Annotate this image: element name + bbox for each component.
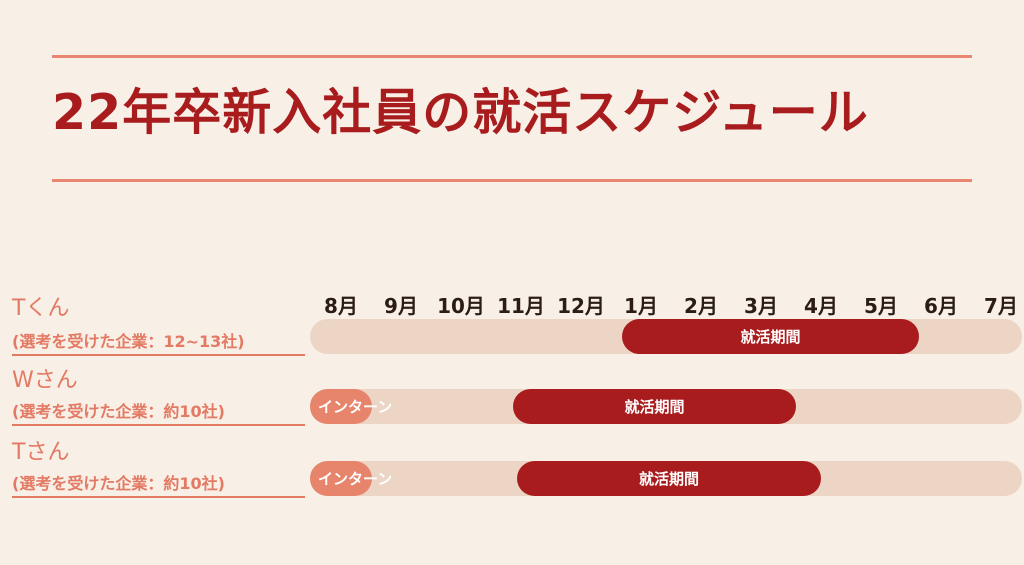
internship-bar: インターン	[310, 461, 392, 496]
month-label: 2月	[684, 294, 718, 318]
month-label: 11月	[497, 294, 545, 318]
job-hunting-bar: 就活期間	[517, 461, 821, 496]
person-name: Wさん	[12, 368, 78, 393]
month-label: 9月	[384, 294, 418, 318]
page-title: 22年卒新入社員の就活スケジュール	[52, 84, 869, 141]
person-note: (選考を受けた企業：約10社)	[12, 398, 305, 426]
internship-bar: インターン	[310, 389, 392, 424]
title-top-rule	[52, 55, 972, 58]
schedule-track: 就活期間	[310, 319, 1022, 354]
month-label: 6月	[924, 294, 958, 318]
person-name: Tさん	[12, 440, 70, 465]
schedule-track: インターン 就活期間	[310, 461, 1022, 496]
month-label: 12月	[557, 294, 605, 318]
schedule-track: インターン 就活期間	[310, 389, 1022, 424]
month-axis: 8月 9月 10月 11月 12月 1月 2月 3月 4月 5月 6月 7月	[0, 290, 1024, 320]
job-hunting-bar: 就活期間	[622, 319, 919, 354]
month-label: 3月	[744, 294, 778, 318]
person-name: Tくん	[12, 296, 70, 321]
month-label: 1月	[624, 294, 658, 318]
person-note: (選考を受けた企業：12~13社)	[12, 328, 305, 356]
month-label: 8月	[324, 294, 358, 318]
person-note: (選考を受けた企業：約10社)	[12, 470, 305, 498]
month-label: 4月	[804, 294, 838, 318]
month-label: 10月	[437, 294, 485, 318]
title-bottom-rule	[52, 179, 972, 182]
month-label: 5月	[864, 294, 898, 318]
job-hunting-bar: 就活期間	[513, 389, 796, 424]
month-label: 7月	[984, 294, 1018, 318]
